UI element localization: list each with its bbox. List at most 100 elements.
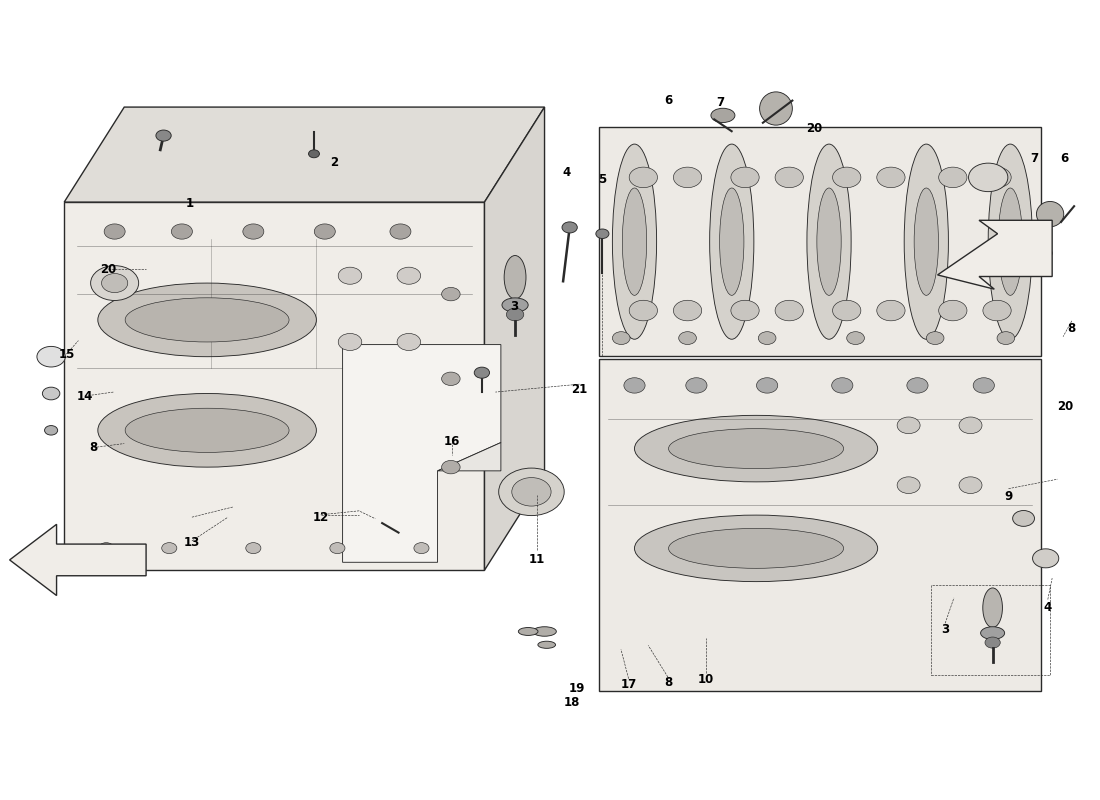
Polygon shape bbox=[600, 359, 1042, 691]
Ellipse shape bbox=[719, 188, 744, 295]
Circle shape bbox=[613, 332, 630, 345]
Circle shape bbox=[847, 332, 865, 345]
Circle shape bbox=[938, 300, 967, 321]
Circle shape bbox=[315, 224, 336, 239]
Circle shape bbox=[832, 378, 852, 393]
Circle shape bbox=[833, 167, 861, 188]
Circle shape bbox=[1013, 510, 1034, 526]
Circle shape bbox=[959, 477, 982, 494]
Circle shape bbox=[37, 346, 65, 367]
Text: 3: 3 bbox=[510, 300, 518, 313]
Circle shape bbox=[90, 266, 139, 301]
Circle shape bbox=[757, 378, 778, 393]
Circle shape bbox=[172, 224, 192, 239]
Text: 7: 7 bbox=[1031, 152, 1038, 165]
Circle shape bbox=[596, 229, 609, 238]
Polygon shape bbox=[64, 202, 484, 570]
Ellipse shape bbox=[518, 627, 538, 635]
Circle shape bbox=[243, 224, 264, 239]
Circle shape bbox=[441, 372, 460, 386]
Ellipse shape bbox=[914, 188, 938, 295]
Circle shape bbox=[45, 426, 57, 435]
Ellipse shape bbox=[817, 188, 842, 295]
Polygon shape bbox=[937, 220, 1053, 289]
Text: 4: 4 bbox=[1044, 601, 1052, 614]
Ellipse shape bbox=[669, 529, 844, 568]
Circle shape bbox=[338, 334, 362, 350]
Circle shape bbox=[624, 378, 645, 393]
Circle shape bbox=[898, 417, 920, 434]
Circle shape bbox=[156, 130, 172, 141]
Text: 20: 20 bbox=[100, 263, 116, 276]
Text: 8: 8 bbox=[1068, 322, 1076, 335]
Text: 19: 19 bbox=[569, 682, 585, 694]
Text: 18: 18 bbox=[563, 696, 580, 709]
Text: 11: 11 bbox=[529, 554, 544, 566]
Circle shape bbox=[938, 167, 967, 188]
Polygon shape bbox=[600, 127, 1042, 357]
Polygon shape bbox=[438, 442, 500, 471]
Circle shape bbox=[959, 417, 982, 434]
Text: 14: 14 bbox=[77, 390, 94, 402]
Circle shape bbox=[338, 267, 362, 284]
Circle shape bbox=[758, 332, 776, 345]
Circle shape bbox=[776, 167, 803, 188]
Circle shape bbox=[562, 222, 578, 233]
Ellipse shape bbox=[635, 515, 878, 582]
Ellipse shape bbox=[711, 108, 735, 122]
Ellipse shape bbox=[982, 588, 1002, 627]
Circle shape bbox=[498, 468, 564, 515]
Circle shape bbox=[245, 542, 261, 554]
Circle shape bbox=[506, 308, 524, 321]
Ellipse shape bbox=[532, 626, 557, 636]
Circle shape bbox=[984, 637, 1000, 648]
Circle shape bbox=[983, 300, 1011, 321]
Ellipse shape bbox=[504, 255, 526, 299]
Ellipse shape bbox=[613, 144, 657, 339]
Ellipse shape bbox=[1036, 202, 1064, 226]
Text: 4: 4 bbox=[562, 166, 571, 178]
Ellipse shape bbox=[710, 144, 754, 339]
Ellipse shape bbox=[538, 642, 556, 648]
Ellipse shape bbox=[807, 144, 851, 339]
Circle shape bbox=[685, 378, 707, 393]
Ellipse shape bbox=[502, 298, 528, 312]
Ellipse shape bbox=[125, 298, 289, 342]
Circle shape bbox=[968, 163, 1008, 192]
Text: 8: 8 bbox=[663, 676, 672, 689]
Circle shape bbox=[877, 300, 905, 321]
Circle shape bbox=[776, 300, 803, 321]
Circle shape bbox=[101, 274, 128, 293]
Circle shape bbox=[679, 332, 696, 345]
Circle shape bbox=[512, 478, 551, 506]
Circle shape bbox=[441, 287, 460, 301]
Circle shape bbox=[162, 542, 177, 554]
Text: 20: 20 bbox=[1057, 400, 1074, 413]
Text: 2: 2 bbox=[330, 156, 338, 169]
Circle shape bbox=[99, 542, 113, 554]
Polygon shape bbox=[10, 524, 146, 595]
Circle shape bbox=[474, 367, 490, 378]
Text: 8: 8 bbox=[89, 441, 98, 454]
Text: 9: 9 bbox=[1004, 490, 1013, 503]
Circle shape bbox=[974, 378, 994, 393]
Text: 21: 21 bbox=[571, 383, 587, 396]
Ellipse shape bbox=[669, 429, 844, 469]
Circle shape bbox=[833, 300, 861, 321]
Text: 7: 7 bbox=[716, 96, 725, 109]
Ellipse shape bbox=[998, 188, 1023, 295]
Text: 20: 20 bbox=[806, 122, 823, 135]
Text: 17: 17 bbox=[620, 678, 637, 691]
Circle shape bbox=[877, 167, 905, 188]
Circle shape bbox=[673, 300, 702, 321]
Circle shape bbox=[730, 167, 759, 188]
Circle shape bbox=[414, 542, 429, 554]
Text: 1: 1 bbox=[186, 197, 194, 210]
Circle shape bbox=[730, 300, 759, 321]
Text: 5: 5 bbox=[598, 174, 606, 186]
Ellipse shape bbox=[760, 92, 792, 125]
Circle shape bbox=[926, 332, 944, 345]
Circle shape bbox=[898, 477, 920, 494]
Ellipse shape bbox=[635, 415, 878, 482]
Text: 10: 10 bbox=[698, 673, 714, 686]
